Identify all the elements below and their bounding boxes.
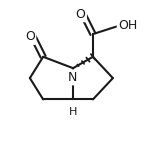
Text: N: N (68, 71, 77, 84)
Text: H: H (69, 107, 77, 117)
Text: O: O (76, 8, 85, 21)
Text: OH: OH (118, 19, 137, 32)
Text: O: O (25, 30, 35, 43)
